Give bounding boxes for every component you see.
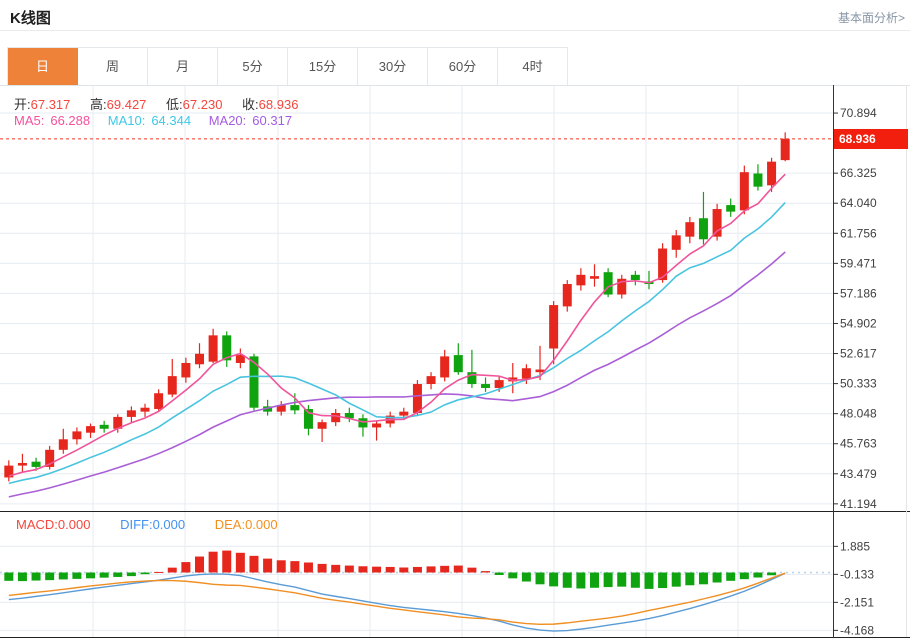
- interval-tab-5min[interactable]: 5分: [218, 48, 288, 85]
- candles-layer: [4, 132, 790, 482]
- interval-tab-60min[interactable]: 60分: [428, 48, 498, 85]
- current-price-badge: 68.936: [834, 128, 908, 149]
- dea-value: 0.000: [245, 517, 278, 532]
- ma-row: MA5: 66.288 MA10: 64.344 MA20: 60.317: [14, 113, 298, 128]
- borders-layer: [0, 85, 910, 638]
- macd-tick-label: -2.151: [840, 595, 874, 609]
- interval-tab-30min[interactable]: 30分: [358, 48, 428, 85]
- header-divider: [0, 30, 910, 31]
- ma20-line: [8, 251, 786, 498]
- close-value: 68.936: [258, 97, 299, 112]
- ma5-label: MA5:: [14, 113, 45, 128]
- dea-line: [8, 572, 786, 625]
- macd-values-row: MACD:0.000 DIFF:0.000 DEA:0.000: [16, 517, 278, 532]
- fundamental-analysis-link[interactable]: 基本面分析>: [837, 11, 905, 25]
- interval-tab-month[interactable]: 月: [148, 48, 218, 85]
- ma5-value: 66.288: [50, 113, 91, 128]
- price-tick-label: 48.048: [840, 407, 877, 421]
- ma5-line: [8, 173, 786, 477]
- kline-chart-canvas[interactable]: 70.894 66.325 64.040 61.756 59.471 57.186 54.9…: [0, 85, 910, 639]
- interval-tab-15min[interactable]: 15分: [288, 48, 358, 85]
- macd-bars-layer: [4, 550, 777, 589]
- ma20-label: MA20:: [208, 113, 247, 128]
- dea-label: DEA:: [214, 517, 246, 532]
- ma20-value: 60.317: [252, 113, 293, 128]
- price-tick-label: 70.894: [840, 106, 877, 120]
- price-tick-label: 43.479: [840, 467, 877, 481]
- open-label: 开:: [14, 97, 31, 112]
- price-tick-label: 50.333: [840, 377, 877, 391]
- macd-tick-label: 1.885: [840, 539, 870, 553]
- diff-line: [8, 572, 786, 632]
- price-tick-label: 64.040: [840, 196, 877, 210]
- right-border: [906, 85, 907, 637]
- price-tick-label: 45.763: [840, 437, 877, 451]
- interval-tab-4hour[interactable]: 4时: [498, 48, 568, 85]
- price-tick-label: 61.756: [840, 226, 877, 240]
- interval-tabs: 日周月 5分 15分 30分 60分 4时: [7, 47, 568, 85]
- high-label: 高:: [90, 97, 107, 112]
- macd-tick-label: -0.133: [840, 567, 874, 581]
- macd-tick-label: -4.168: [840, 623, 874, 637]
- ma10-line: [8, 201, 786, 485]
- high-value: 69.427: [106, 97, 147, 112]
- ma10-label: MA10:: [107, 113, 146, 128]
- ohlc-row: 开:67.317 高:69.427 低:67.230 收:68.936: [14, 94, 314, 113]
- macd-label: MACD:: [16, 517, 58, 532]
- low-label: 低:: [166, 97, 183, 112]
- price-tick-label: 54.902: [840, 316, 877, 330]
- diff-label: DIFF:: [120, 517, 153, 532]
- diff-value: 0.000: [152, 517, 186, 532]
- open-value: 67.317: [30, 97, 71, 112]
- low-value: 67.230: [182, 97, 223, 112]
- interval-tab-week[interactable]: 周: [78, 48, 148, 85]
- page-title: K线图: [10, 10, 51, 27]
- price-tick-label: 66.325: [840, 166, 877, 180]
- ma10-value: 64.344: [151, 113, 192, 128]
- close-label: 收:: [242, 97, 259, 112]
- price-axis-labels: 70.894 66.325 64.040 61.756 59.471 57.186 54.9…: [833, 106, 877, 511]
- price-tick-label: 59.471: [840, 256, 877, 270]
- macd-axis-labels: 1.885 -0.133 -2.151 -4.168: [833, 539, 874, 637]
- price-tick-label: 52.617: [840, 347, 877, 361]
- price-tick-label: 41.194: [840, 497, 877, 511]
- price-tick-label: 57.186: [840, 286, 877, 300]
- macd-value: 0.000: [57, 517, 91, 532]
- interval-tab-day[interactable]: 日: [8, 48, 78, 85]
- grid-layer: [0, 86, 833, 637]
